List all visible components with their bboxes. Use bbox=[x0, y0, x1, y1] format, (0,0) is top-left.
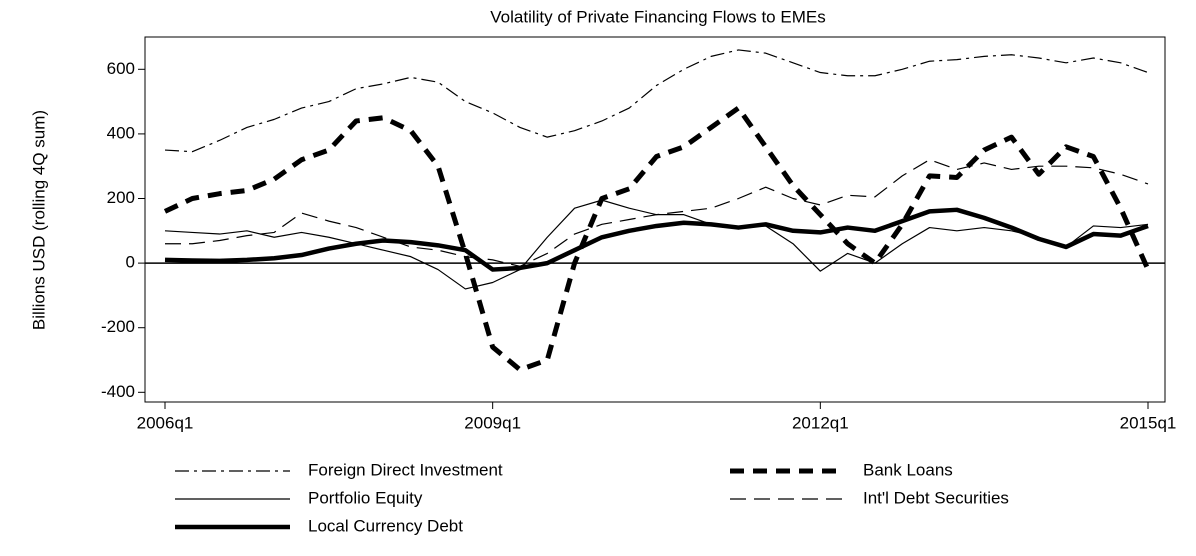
series-line bbox=[164, 207, 1149, 272]
series-line bbox=[163, 105, 1151, 373]
series-line bbox=[164, 49, 1149, 153]
series-line bbox=[164, 199, 1149, 290]
chart-title: Volatility of Private Financing Flows to… bbox=[490, 7, 825, 26]
legend-label: Bank Loans bbox=[863, 460, 953, 479]
y-tick-label: 600 bbox=[107, 59, 135, 78]
y-tick-label: 200 bbox=[107, 188, 135, 207]
y-tick-label: -400 bbox=[101, 382, 135, 401]
legend-label: Local Currency Debt bbox=[308, 516, 463, 535]
legend-label: Portfolio Equity bbox=[308, 488, 423, 507]
y-tick-label: -200 bbox=[101, 317, 135, 336]
x-tick-label: 2015q1 bbox=[1120, 413, 1177, 432]
plot-frame bbox=[144, 36, 1166, 403]
x-tick-label: 2012q1 bbox=[792, 413, 849, 432]
y-axis-label: Billions USD (rolling 4Q sum) bbox=[29, 110, 48, 330]
x-tick-label: 2009q1 bbox=[464, 413, 521, 432]
y-tick-label: 400 bbox=[107, 123, 135, 142]
series-line bbox=[165, 159, 1149, 267]
y-tick-label: 0 bbox=[126, 253, 135, 272]
legend-label: Int'l Debt Securities bbox=[863, 488, 1009, 507]
x-tick-label: 2006q1 bbox=[137, 413, 194, 432]
legend-label: Foreign Direct Investment bbox=[308, 460, 503, 479]
